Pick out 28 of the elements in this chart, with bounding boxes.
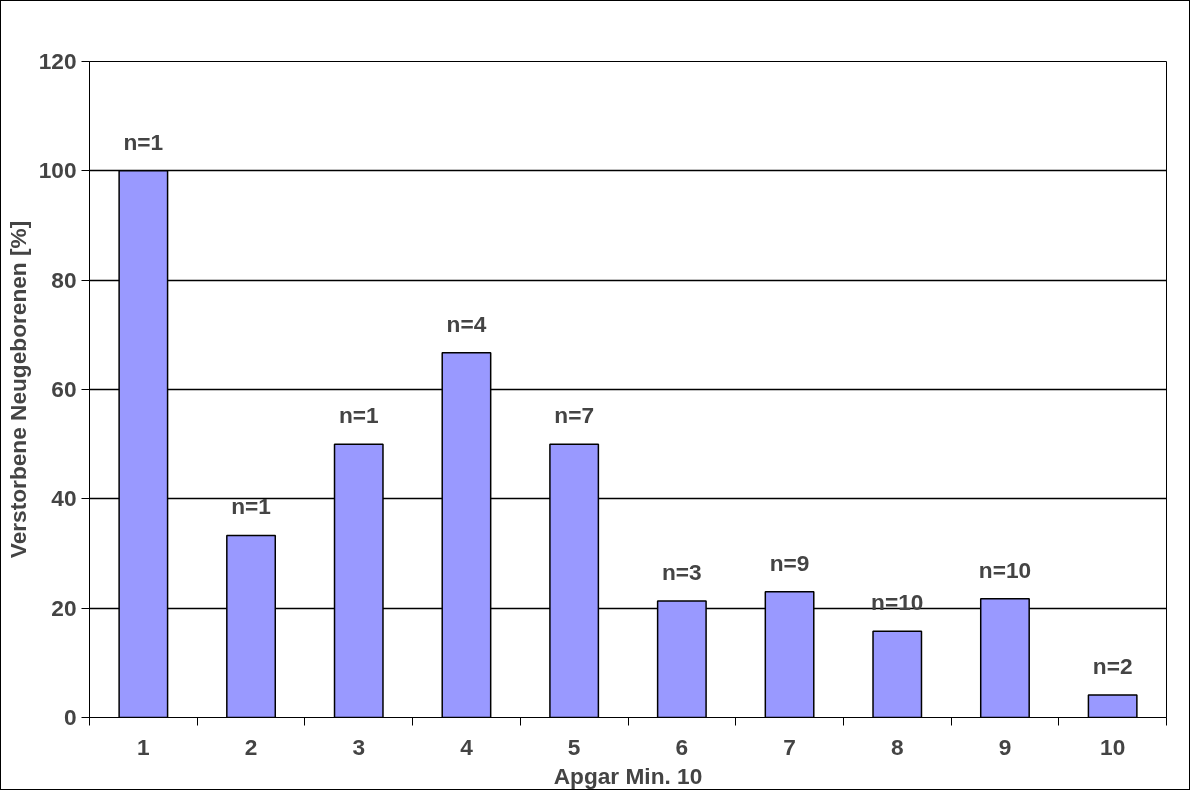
annotation: n=3 <box>662 559 702 586</box>
x-tick-label: 6 <box>675 733 689 760</box>
y-tick-label: 80 <box>51 266 77 293</box>
y-tick-label: 100 <box>38 157 77 184</box>
x-tick-label: 5 <box>567 733 581 760</box>
x-tick-label: 2 <box>244 733 258 760</box>
y-tick-label: 0 <box>63 704 77 730</box>
x-tick-label: 4 <box>460 733 474 760</box>
annotation: n=1 <box>231 493 271 520</box>
y-tick-label: 40 <box>51 485 77 512</box>
annotation: n=9 <box>769 549 810 576</box>
y-axis-title: Verstorbene Neugeborenen [%] <box>4 220 31 559</box>
x-tick-label: 8 <box>890 733 904 760</box>
y-tick-label: 60 <box>51 376 77 402</box>
x-tick-label: 10 <box>1100 733 1126 760</box>
x-axis-title: Apgar Min. 10 <box>553 762 703 789</box>
annotation: n=10 <box>978 556 1032 583</box>
annotation: n=1 <box>338 402 379 429</box>
x-tick-label: 7 <box>783 733 796 760</box>
annotation: n=7 <box>554 402 594 429</box>
x-tick-label: 3 <box>352 733 366 760</box>
annotation: n=1 <box>123 128 164 155</box>
annotation: n=4 <box>446 310 487 337</box>
x-tick-label: 9 <box>998 733 1012 760</box>
y-tick-label: 20 <box>51 594 77 621</box>
annotation: n=2 <box>1092 653 1133 680</box>
y-tick-label: 120 <box>38 48 77 74</box>
x-tick-label: 1 <box>137 733 150 760</box>
